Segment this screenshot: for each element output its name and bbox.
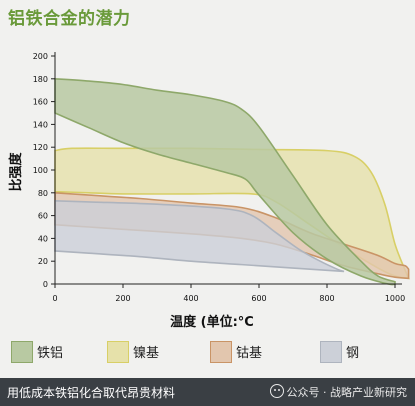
x-tick-label: 200: [115, 294, 130, 303]
wechat-icon: [269, 384, 284, 398]
y-tick-label: 180: [33, 75, 48, 84]
legend-swatch-steel: [320, 341, 342, 363]
y-tick-label: 60: [38, 212, 48, 221]
legend-swatch-cobalt: [210, 341, 232, 363]
chart-areas: [54, 77, 410, 286]
y-tick-label: 0: [43, 280, 48, 289]
y-tick-label: 100: [33, 166, 48, 175]
legend-label-steel: 钢: [346, 346, 360, 361]
y-tick-label: 80: [38, 189, 48, 198]
footer-caption: 用低成本铁铝化合取代昂贵材料: [7, 386, 176, 400]
watermark-text: 公众号 · 战略产业新研究: [286, 386, 408, 399]
y-axis-label: 比强度: [8, 152, 24, 192]
area-steel: [54, 199, 345, 273]
chart-title: 铝铁合金的潜力: [8, 9, 131, 29]
legend-swatch-fe-al: [11, 341, 33, 363]
legend-label-fe-al: 铁铝: [37, 346, 64, 361]
legend: 铁铝 镍基 钴基 钢: [0, 337, 415, 365]
x-axis-label: 温度 (单位:°C: [170, 314, 254, 330]
legend-label-nickel: 镍基: [133, 346, 160, 361]
chart-axes: 0 20 40 60 80 100 120 140 160 180 200 0 200 400 600 800…: [33, 52, 405, 303]
y-tick-label: 20: [38, 257, 48, 266]
y-tick-label: 40: [38, 234, 48, 243]
y-tick-label: 140: [33, 120, 48, 129]
legend-swatch-nickel: [107, 341, 129, 363]
watermark: 公众号 · 战略产业新研究: [269, 384, 408, 400]
y-tick-label: 200: [33, 52, 48, 61]
chart: 0 20 40 60 80 100 120 140 160 180 200 0 200 400 600 800…: [8, 52, 410, 330]
footer-bar: 用低成本铁铝化合取代昂贵材料 公众号 · 战略产业新研究: [0, 378, 415, 406]
x-tick-label: 400: [183, 294, 198, 303]
legend-label-cobalt: 钴基: [236, 346, 263, 361]
x-tick-label: 1000: [385, 294, 405, 303]
y-tick-label: 120: [33, 143, 48, 152]
x-tick-label: 0: [52, 294, 57, 303]
x-tick-label: 800: [319, 294, 334, 303]
x-tick-label: 600: [251, 294, 266, 303]
y-tick-label: 160: [33, 98, 48, 107]
